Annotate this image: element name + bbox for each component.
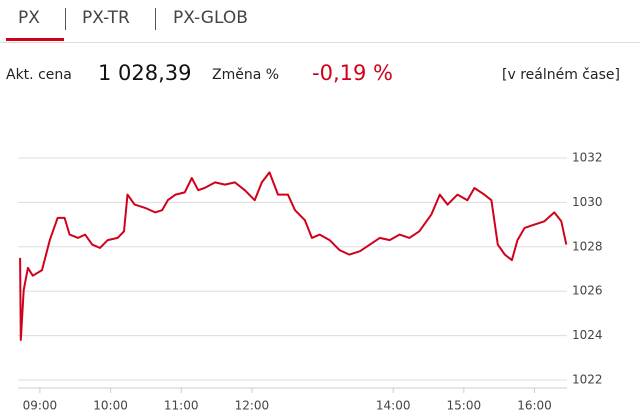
y-tick-label: 1028: [572, 239, 603, 253]
change-label: Změna %: [212, 67, 280, 83]
separator: [155, 8, 156, 30]
tab[interactable]: PX: [18, 8, 40, 28]
y-tick-label: 1026: [572, 284, 603, 298]
y-tick-label: 1030: [572, 195, 603, 209]
realtime-note: [v reálném čase]: [502, 67, 620, 83]
price: 1 028,39: [98, 61, 192, 85]
price-label: Akt. cena: [6, 67, 72, 83]
divider: [0, 42, 640, 43]
x-tick-label: 14:00: [376, 399, 411, 413]
x-tick-label: 11:00: [164, 399, 199, 413]
x-tick-label: 15:00: [447, 399, 482, 413]
tab-underline: [6, 38, 64, 41]
y-tick-label: 1032: [572, 151, 603, 165]
tab[interactable]: PX-GLOB: [173, 8, 248, 28]
price-line: [19, 171, 568, 341]
x-tick-label: 16:00: [517, 399, 552, 413]
x-tick-label: 09:00: [23, 399, 58, 413]
x-tick-label: 12:00: [235, 399, 270, 413]
y-tick-label: 1022: [572, 373, 603, 387]
separator: [65, 8, 66, 30]
x-tick-label: 10:00: [93, 399, 128, 413]
tab[interactable]: PX-TR: [82, 8, 130, 28]
y-tick-label: 1024: [572, 328, 603, 342]
change: -0,19 %: [312, 61, 393, 85]
